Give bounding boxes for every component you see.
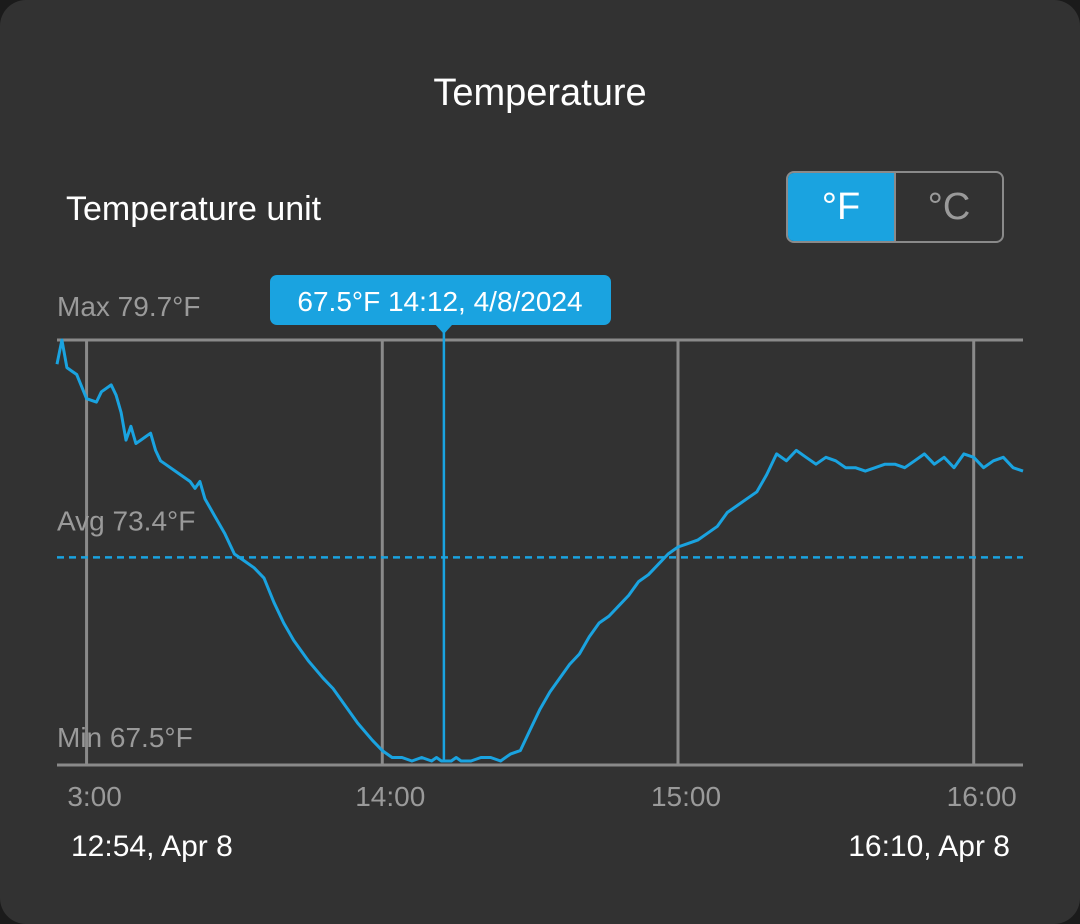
max-label: Max 79.7°F bbox=[57, 291, 200, 322]
x-tick-label: 3:00 bbox=[67, 781, 122, 812]
avg-label: Avg 73.4°F bbox=[57, 505, 195, 536]
tooltip-pointer bbox=[434, 324, 453, 334]
temperature-series-line bbox=[55, 338, 1024, 763]
page-title: Temperature bbox=[433, 72, 647, 114]
min-label: Min 67.5°F bbox=[57, 722, 193, 753]
tooltip-box bbox=[270, 275, 611, 325]
range-end-label: 16:10, Apr 8 bbox=[848, 830, 1010, 863]
x-tick-label: 16:00 bbox=[947, 781, 1017, 812]
range-start-label: 12:54, Apr 8 bbox=[71, 830, 233, 863]
fahrenheit-option[interactable]: °F bbox=[788, 173, 894, 241]
unit-toggle: °F °C bbox=[786, 171, 1004, 243]
x-tick-label: 14:00 bbox=[355, 781, 425, 812]
celsius-option[interactable]: °C bbox=[894, 173, 1002, 241]
tooltip-text: 67.5°F 14:12, 4/8/2024 bbox=[297, 286, 582, 317]
x-tick-label: 15:00 bbox=[651, 781, 721, 812]
temperature-unit-label: Temperature unit bbox=[66, 190, 322, 228]
